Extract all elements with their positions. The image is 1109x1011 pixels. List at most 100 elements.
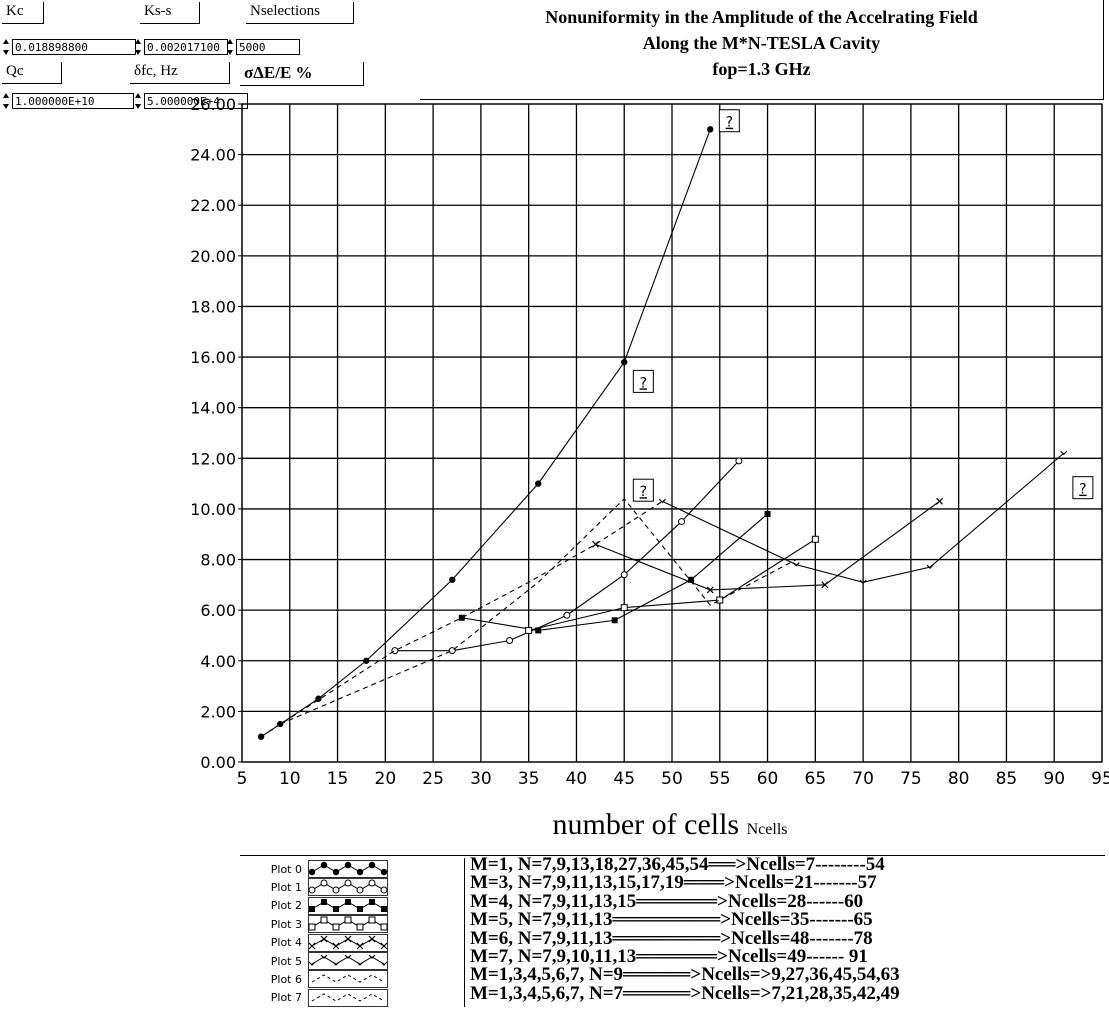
legend-swatch xyxy=(308,896,388,915)
nselections-spinner-icon[interactable] xyxy=(226,39,234,55)
data-point xyxy=(859,579,867,585)
y-tick-label: 20.00 xyxy=(190,247,236,266)
data-point xyxy=(592,540,599,548)
series-plot-2 xyxy=(458,510,771,634)
y-tick-label: 10.00 xyxy=(190,500,236,519)
x-tick-label: 75 xyxy=(900,769,922,789)
x-tick-label: 85 xyxy=(996,769,1018,789)
sigma-label: σΔE/E % xyxy=(240,62,364,86)
cursor-marker[interactable]: ? xyxy=(718,109,740,133)
data-point xyxy=(356,886,364,894)
series-line xyxy=(528,538,816,631)
data-point xyxy=(320,879,328,887)
legend-row: Plot 6 xyxy=(250,966,388,992)
data-point xyxy=(356,961,364,966)
kss-control[interactable]: 0.002017100 xyxy=(134,38,228,56)
y-tick-label: 6.00 xyxy=(200,601,236,620)
data-point xyxy=(363,657,370,664)
x-tick-label: 90 xyxy=(1043,769,1065,789)
cursor-label: ? xyxy=(640,484,647,500)
cursor-label: ? xyxy=(640,375,647,391)
data-point xyxy=(659,498,666,504)
data-point xyxy=(320,935,328,943)
y-tick-labels: 0.00 2.00 4.00 6.00 8.00 10.00 12.00 14.00 16.00… xyxy=(190,95,236,772)
data-point xyxy=(535,627,542,634)
legend-swatch-frame xyxy=(308,896,388,915)
data-point xyxy=(368,954,376,959)
series-plot-3 xyxy=(525,535,819,634)
kss-label: Ks-s xyxy=(140,2,200,24)
data-point xyxy=(620,571,628,579)
data-point xyxy=(344,861,352,869)
legend-text: M=6, N=7,9,11,13════════>Ncells=48------… xyxy=(470,927,873,949)
data-point xyxy=(716,596,724,604)
data-point xyxy=(332,942,340,950)
x-tick-label: 20 xyxy=(375,769,397,789)
data-point xyxy=(380,942,388,950)
nselections-input[interactable]: 5000 xyxy=(236,39,300,55)
data-point xyxy=(356,923,364,931)
dfc-control[interactable]: 5.000000E+4 xyxy=(134,92,248,110)
legend-swatch xyxy=(308,878,388,897)
kc-spinner-icon[interactable] xyxy=(2,39,10,55)
data-point xyxy=(706,586,714,594)
x-axis-label-sub: Ncells xyxy=(746,821,788,838)
dfc-label: δfc, Hz xyxy=(130,62,230,84)
data-point xyxy=(707,126,714,133)
nselections-label: Nselections xyxy=(246,2,354,24)
qc-label: Qc xyxy=(2,62,62,84)
nselections-control[interactable]: 5000 xyxy=(226,38,300,56)
legend-row: Plot 0 xyxy=(250,856,388,882)
y-tick-label: 2.00 xyxy=(200,702,236,721)
data-point xyxy=(332,961,340,966)
series-plot-7 xyxy=(260,500,663,738)
y-tick-label: 22.00 xyxy=(190,196,236,215)
data-point xyxy=(356,942,364,950)
kc-control[interactable]: 0.018898800 xyxy=(2,38,136,56)
cursor-marker[interactable]: ? xyxy=(1072,476,1094,500)
x-tick-label: 60 xyxy=(757,769,779,789)
legend-text: M=1,3,4,5,6,7, N=7═════>Ncells=>7,21,28,… xyxy=(470,982,900,1004)
legend-row: Plot 1 xyxy=(250,874,388,900)
qc-input[interactable]: 1.000000E+10 xyxy=(12,93,134,109)
data-point xyxy=(320,954,328,959)
data-point xyxy=(369,898,375,905)
chart-annotations[interactable]: ???? xyxy=(632,109,1094,502)
data-point xyxy=(321,898,327,905)
qc-spinner-icon[interactable] xyxy=(2,93,10,109)
kss-input[interactable]: 0.002017100 xyxy=(144,39,228,55)
kc-input[interactable]: 0.018898800 xyxy=(12,39,136,55)
y-tick-label: 14.00 xyxy=(190,399,236,418)
legend-plot-name: Plot 3 xyxy=(270,917,302,931)
data-point xyxy=(620,604,628,612)
legend-text: M=4, N=7,9,11,13,15══════>Ncells=28-----… xyxy=(470,890,864,912)
series-line xyxy=(394,460,740,652)
x-tick-label: 70 xyxy=(852,769,874,789)
legend-swatch xyxy=(308,988,388,1007)
data-point xyxy=(811,535,819,543)
data-point xyxy=(688,576,695,583)
cursor-marker[interactable]: ? xyxy=(632,369,654,393)
data-point xyxy=(332,886,340,894)
data-point xyxy=(764,510,771,517)
legend-plot-name: Plot 1 xyxy=(270,880,302,894)
data-point xyxy=(368,916,376,924)
dfc-input[interactable]: 5.000000E+4 xyxy=(144,93,248,109)
data-point xyxy=(344,879,352,887)
qc-control[interactable]: 1.000000E+10 xyxy=(2,92,134,110)
series-plot-1 xyxy=(391,457,743,655)
data-point xyxy=(563,611,571,619)
dfc-spinner-icon[interactable] xyxy=(134,93,142,109)
data-point xyxy=(506,637,514,645)
series-plot-4 xyxy=(592,497,943,594)
kc-label: Kc xyxy=(2,2,44,24)
x-tick-labels: 5 10 15 20 25 30 35 40 45 50 55 60 65 70 75 80 85 90 95 xyxy=(237,769,1109,789)
data-point xyxy=(308,942,316,950)
y-tick-label: 0.00 xyxy=(200,753,236,772)
legend-text: M=3, N=7,9,11,13,15,17,19═══>Ncells=21--… xyxy=(470,872,877,894)
cursor-marker[interactable]: ? xyxy=(632,478,654,502)
legend-swatch xyxy=(308,952,388,970)
x-tick-label: 15 xyxy=(327,769,349,789)
kss-spinner-icon[interactable] xyxy=(134,39,142,55)
legend-swatch-frame xyxy=(308,878,388,897)
